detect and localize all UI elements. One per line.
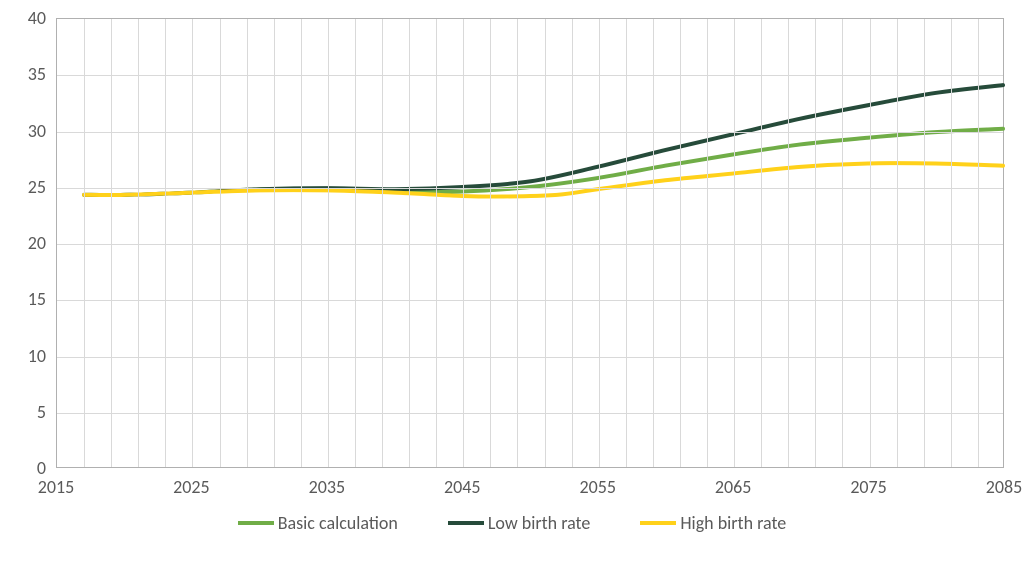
gridline-vertical <box>924 19 925 467</box>
x-axis-label: 2055 <box>579 476 616 498</box>
gridline-vertical <box>545 19 546 467</box>
legend-label: Low birth rate <box>488 512 591 534</box>
x-axis-label: 2025 <box>173 476 210 498</box>
y-axis-label: 15 <box>0 288 46 310</box>
gridline-vertical <box>680 19 681 467</box>
gridline-vertical <box>409 19 410 467</box>
gridline-vertical <box>572 19 573 467</box>
gridline-vertical <box>626 19 627 467</box>
gridline-vertical <box>951 19 952 467</box>
gridline-vertical <box>328 19 329 467</box>
series-low <box>84 85 1003 195</box>
series-layer <box>57 19 1003 467</box>
gridline-vertical <box>517 19 518 467</box>
legend-swatch <box>448 521 484 525</box>
gridline-vertical <box>436 19 437 467</box>
y-axis-label: 20 <box>0 232 46 254</box>
gridline-vertical <box>978 19 979 467</box>
chart-legend: Basic calculation Low birth rate High birt… <box>0 512 1024 534</box>
x-axis-label: 2045 <box>444 476 481 498</box>
legend-label: Basic calculation <box>278 512 398 534</box>
gridline-vertical <box>815 19 816 467</box>
legend-item-high: High birth rate <box>640 512 786 534</box>
legend-swatch <box>238 521 274 525</box>
y-axis-label: 30 <box>0 120 46 142</box>
gridline-vertical <box>84 19 85 467</box>
x-axis-label: 2015 <box>38 476 75 498</box>
gridline-vertical <box>355 19 356 467</box>
gridline-horizontal <box>57 188 1003 189</box>
gridline-vertical <box>897 19 898 467</box>
gridline-vertical <box>734 19 735 467</box>
gridline-vertical <box>870 19 871 467</box>
gridline-vertical <box>192 19 193 467</box>
y-axis-label: 10 <box>0 345 46 367</box>
legend-item-basic: Basic calculation <box>238 512 398 534</box>
gridline-horizontal <box>57 357 1003 358</box>
gridline-vertical <box>788 19 789 467</box>
y-axis-label: 35 <box>0 63 46 85</box>
gridline-vertical <box>220 19 221 467</box>
y-axis-label: 5 <box>0 401 46 423</box>
legend-item-low: Low birth rate <box>448 512 591 534</box>
y-axis-label: 25 <box>0 176 46 198</box>
x-axis-label: 2075 <box>850 476 887 498</box>
x-axis-label: 2065 <box>715 476 752 498</box>
gridline-vertical <box>599 19 600 467</box>
gridline-vertical <box>842 19 843 467</box>
gridline-vertical <box>138 19 139 467</box>
x-axis-label: 2035 <box>309 476 346 498</box>
gridline-vertical <box>463 19 464 467</box>
gridline-horizontal <box>57 75 1003 76</box>
gridline-horizontal <box>57 244 1003 245</box>
gridline-vertical <box>274 19 275 467</box>
y-axis-label: 40 <box>0 7 46 29</box>
gridline-horizontal <box>57 413 1003 414</box>
gridline-vertical <box>382 19 383 467</box>
gridline-vertical <box>165 19 166 467</box>
gridline-vertical <box>490 19 491 467</box>
gridline-vertical <box>707 19 708 467</box>
gridline-vertical <box>301 19 302 467</box>
x-axis-label: 2085 <box>986 476 1023 498</box>
legend-swatch <box>640 521 676 525</box>
gridline-horizontal <box>57 300 1003 301</box>
gridline-vertical <box>761 19 762 467</box>
line-chart: Basic calculation Low birth rate High birt… <box>0 0 1024 577</box>
legend-label: High birth rate <box>680 512 786 534</box>
gridline-vertical <box>247 19 248 467</box>
gridline-vertical <box>653 19 654 467</box>
plot-area <box>56 18 1004 468</box>
gridline-horizontal <box>57 132 1003 133</box>
gridline-vertical <box>111 19 112 467</box>
